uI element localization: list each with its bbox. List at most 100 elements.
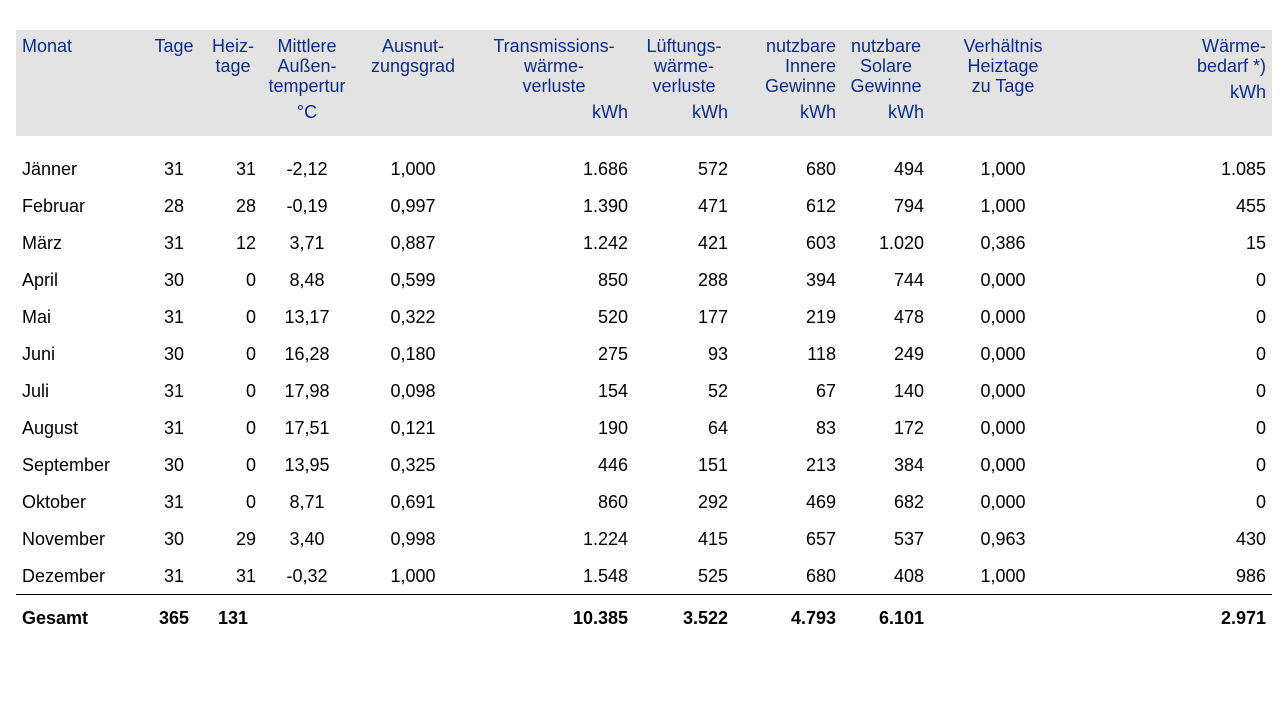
table-cell: 0,691 <box>390 491 436 512</box>
table-cell: 13,95 <box>284 454 330 475</box>
table-cell: Jänner <box>22 158 78 179</box>
column-header: Lüftungs- wärme- verluste kWh <box>634 30 734 136</box>
table-cell: 275 <box>597 343 628 364</box>
table-cell: 1,000 <box>980 158 1026 179</box>
table-row: September 30 0 13,95 0,325 446 151 213 384 0,000 0 <box>16 446 1272 483</box>
table-cell: November <box>22 528 106 549</box>
column-unit: kWh <box>1230 82 1266 102</box>
table-cell: 384 <box>893 454 924 475</box>
table-cell: 12 <box>235 232 256 253</box>
table-cell: 520 <box>597 306 628 327</box>
table-cell: 31 <box>235 565 256 586</box>
table-cell: 28 <box>163 195 185 216</box>
table-cell: 31 <box>235 158 256 179</box>
table-cell: 0,997 <box>390 195 436 216</box>
column-header: nutzbare Solare Gewinne kWh <box>842 30 930 136</box>
total-cell: 365 <box>144 594 204 639</box>
table-cell: 0,000 <box>980 380 1026 401</box>
table-cell: 15 <box>1245 232 1266 253</box>
table-cell: 31 <box>163 232 185 253</box>
table-cell: 1.242 <box>582 232 628 253</box>
table-cell: 0,121 <box>390 417 436 438</box>
table-row: Juni 30 0 16,28 0,180 275 93 118 249 0,000 0 <box>16 335 1272 372</box>
table-cell: 0,322 <box>390 306 436 327</box>
table-cell: 0 <box>245 343 256 364</box>
table-cell: 0 <box>1255 269 1266 290</box>
table-cell: 0,180 <box>390 343 436 364</box>
table-cell: 8,71 <box>289 491 325 512</box>
column-header: Verhältnis Heiztage zu Tage <box>930 30 1076 136</box>
table-cell: -2,12 <box>286 158 328 179</box>
column-header-label: nutzbare Solare Gewinne <box>850 36 922 96</box>
table-cell: 455 <box>1235 195 1266 216</box>
table-cell: 603 <box>805 232 836 253</box>
table-cell: 1.224 <box>582 528 628 549</box>
table-cell: 3,71 <box>289 232 325 253</box>
table-cell: 0,098 <box>390 380 436 401</box>
table-cell: 1.390 <box>582 195 628 216</box>
table-cell: 52 <box>707 380 728 401</box>
table-row: Oktober 31 0 8,71 0,691 860 292 469 682 0,000 0 <box>16 483 1272 520</box>
table-cell: 494 <box>893 158 924 179</box>
table-cell: 0 <box>1255 380 1266 401</box>
table-cell: 0,963 <box>980 528 1026 549</box>
table-row: Mai 31 0 13,17 0,322 520 177 219 478 0,000 0 <box>16 298 1272 335</box>
column-header-label: Wärme- bedarf *) <box>1196 36 1266 76</box>
table-cell: 17,51 <box>284 417 330 438</box>
table-row: Jänner 31 31 -2,12 1,000 1.686 572 680 494 1,000 1… <box>16 136 1272 187</box>
table-cell: 430 <box>1235 528 1266 549</box>
column-unit: kWh <box>800 102 836 122</box>
table-cell: 0 <box>245 417 256 438</box>
table-cell: 680 <box>805 158 836 179</box>
column-unit: kWh <box>888 102 924 122</box>
table-cell: 67 <box>815 380 836 401</box>
table-cell: 415 <box>697 528 728 549</box>
table-cell: 0,000 <box>980 306 1026 327</box>
table-cell: 0 <box>1255 491 1266 512</box>
table-cell: April <box>22 269 59 290</box>
table-cell: 0,000 <box>980 491 1026 512</box>
table-header: Monat Tage Heiz- tage Mittlere Außen- tempe… <box>16 30 1272 136</box>
table-cell: 0,599 <box>390 269 436 290</box>
table-cell: Mai <box>22 306 52 327</box>
column-header: Mittlere Außen- tempertur °C <box>262 30 352 136</box>
table-cell: 0 <box>1255 417 1266 438</box>
table-cell: 151 <box>697 454 728 475</box>
table-cell: 0 <box>1255 454 1266 475</box>
total-cell: 4.793 <box>734 594 842 639</box>
column-header-label: Heiz- tage <box>211 36 254 76</box>
table-cell: 118 <box>807 343 836 364</box>
column-header-label: nutzbare Innere Gewinne <box>764 36 836 96</box>
table-row: August 31 0 17,51 0,121 190 64 83 172 0,000 0 <box>16 409 1272 446</box>
table-row: Dezember 31 31 -0,32 1,000 1.548 525 680 408 1,00… <box>16 557 1272 595</box>
total-cell: 2.971 <box>1076 594 1272 639</box>
total-cell <box>262 594 352 639</box>
column-header-label: Tage <box>154 36 194 56</box>
total-cell: 10.385 <box>474 594 634 639</box>
table-cell: 1,000 <box>390 158 436 179</box>
table-cell: 408 <box>893 565 924 586</box>
column-header-label: Lüftungs- wärme- verluste <box>646 36 722 96</box>
column-header: Heiz- tage <box>204 30 262 136</box>
table-cell: 28 <box>235 195 256 216</box>
table-cell: 30 <box>163 528 185 549</box>
table-row: März 31 12 3,71 0,887 1.242 421 603 1.020 0,386 15 <box>16 224 1272 261</box>
table-row: Februar 28 28 -0,19 0,997 1.390 471 612 794 1,000… <box>16 187 1272 224</box>
table-cell: 469 <box>805 491 836 512</box>
column-header-label: Transmissions- wärme- verluste <box>493 36 615 96</box>
total-cell <box>930 594 1076 639</box>
column-header: Tage <box>144 30 204 136</box>
table-cell: 31 <box>163 306 185 327</box>
table-cell: -0,32 <box>286 565 328 586</box>
table-cell: 680 <box>805 565 836 586</box>
table-row: April 30 0 8,48 0,599 850 288 394 744 0,000 0 <box>16 261 1272 298</box>
table-cell: 657 <box>805 528 836 549</box>
table-footer: Gesamt 365 131 10.385 3.522 4.793 6.101 2.971 <box>16 594 1272 639</box>
column-unit: kWh <box>692 102 728 122</box>
total-row: Gesamt 365 131 10.385 3.522 4.793 6.101 2.971 <box>16 594 1272 639</box>
table-cell: 612 <box>805 195 836 216</box>
column-header-label: Verhältnis Heiztage zu Tage <box>963 36 1043 96</box>
table-cell: 29 <box>235 528 256 549</box>
column-header: Monat <box>16 30 144 136</box>
table-cell: 682 <box>893 491 924 512</box>
